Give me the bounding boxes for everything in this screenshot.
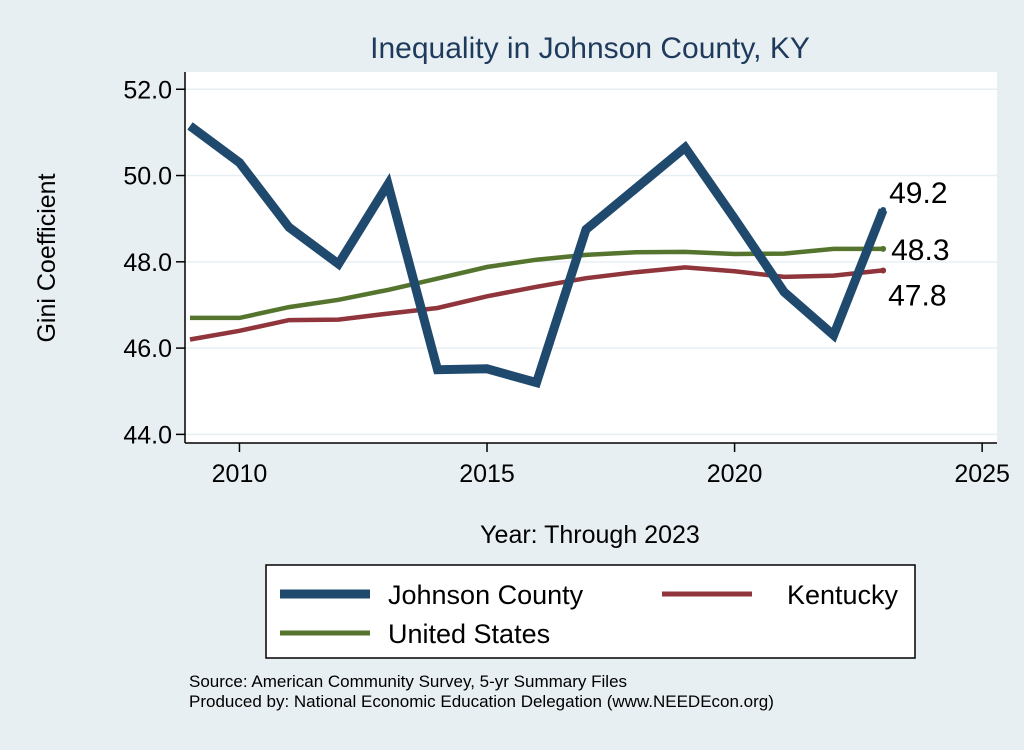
x-tick-label: 2020: [707, 460, 763, 488]
end-point-kentucky: [880, 267, 887, 274]
y-tick-label: 44.0: [123, 421, 172, 449]
chart-title: Inequality in Johnson County, KY: [370, 32, 810, 65]
legend-label-united-states: United States: [388, 619, 550, 649]
series-line-united-states: [190, 246, 884, 321]
legend-box: [265, 564, 916, 659]
y-tick-label: 52.0: [123, 76, 172, 104]
x-tick-label: 2010: [212, 460, 268, 488]
y-tick-label: 46.0: [123, 335, 172, 363]
x-axis-label: Year: Through 2023: [480, 521, 700, 549]
y-tick-label: 50.0: [123, 163, 172, 191]
x-tick-label: 2025: [954, 460, 1010, 488]
y-tick-label: 48.0: [123, 249, 172, 277]
plot-area: [185, 72, 997, 443]
legend: Johnson County Kentucky United States: [265, 564, 916, 659]
end-labels: 49.2 47.8 48.3: [888, 177, 949, 312]
end-label-united-states: 48.3: [891, 234, 949, 267]
produced-by-note: Produced by: National Economic Education…: [189, 692, 774, 711]
end-point-united-states: [880, 245, 887, 252]
end-point-johnson-county: [880, 207, 887, 214]
y-axis-label: Gini Coefficient: [33, 173, 61, 342]
legend-label-johnson-county: Johnson County: [388, 580, 584, 610]
series-line-johnson-county: [187, 122, 888, 389]
end-label-johnson-county: 49.2: [889, 177, 947, 210]
axis-ticks: 44.0 46.0 48.0 50.0 52.0 2010 2015 2020 2025: [123, 76, 1010, 488]
legend-label-kentucky: Kentucky: [787, 580, 899, 610]
end-label-kentucky: 47.8: [888, 279, 946, 312]
source-note: Source: American Community Survey, 5-yr …: [189, 672, 627, 691]
series-lines: [187, 122, 888, 389]
grid-lines: [185, 88, 997, 436]
x-tick-label: 2015: [459, 460, 515, 488]
